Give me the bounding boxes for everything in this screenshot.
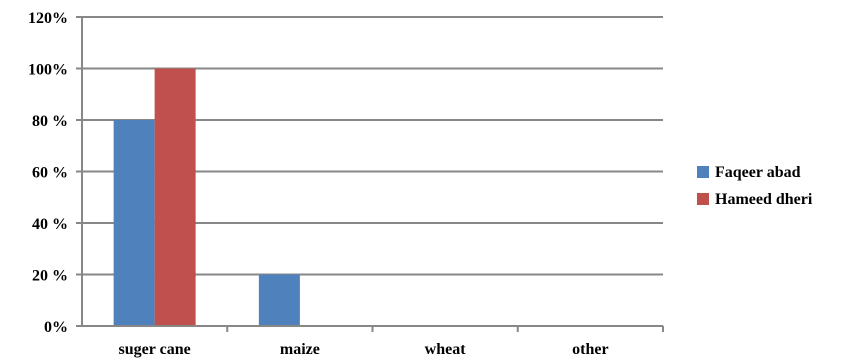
x-tick-label: other xyxy=(572,341,608,358)
bar-hameed-dheri-suger-cane xyxy=(154,68,196,326)
legend-swatch xyxy=(697,193,709,205)
y-tick-label: 40 % xyxy=(32,216,68,233)
bars xyxy=(113,68,300,326)
y-tick-label: 80 % xyxy=(32,113,68,130)
legend: Faqeer abad Hameed dheri xyxy=(697,164,813,208)
y-tick-label: 0% xyxy=(44,319,68,336)
y-tick-label: 60 % xyxy=(32,165,68,182)
bar-faqeer-abad-suger-cane xyxy=(113,120,155,326)
y-tick-labels: 0% 20 % 40 % 60 % 80 % 100% 120% xyxy=(28,10,68,336)
y-tick-label: 120% xyxy=(28,10,68,27)
x-tick-labels: suger cane maize wheat other xyxy=(119,341,609,358)
x-tick-label: suger cane xyxy=(119,341,191,358)
y-tick-label: 100% xyxy=(28,62,68,79)
legend-swatch xyxy=(697,166,709,178)
axes xyxy=(76,16,664,332)
y-tick-label: 20 % xyxy=(32,268,68,285)
x-tick-label: wheat xyxy=(425,341,467,358)
legend-label: Faqeer abad xyxy=(715,164,801,181)
legend-label: Hameed dheri xyxy=(715,191,813,208)
bar-faqeer-abad-maize xyxy=(258,274,300,326)
x-tick-label: maize xyxy=(280,341,320,358)
